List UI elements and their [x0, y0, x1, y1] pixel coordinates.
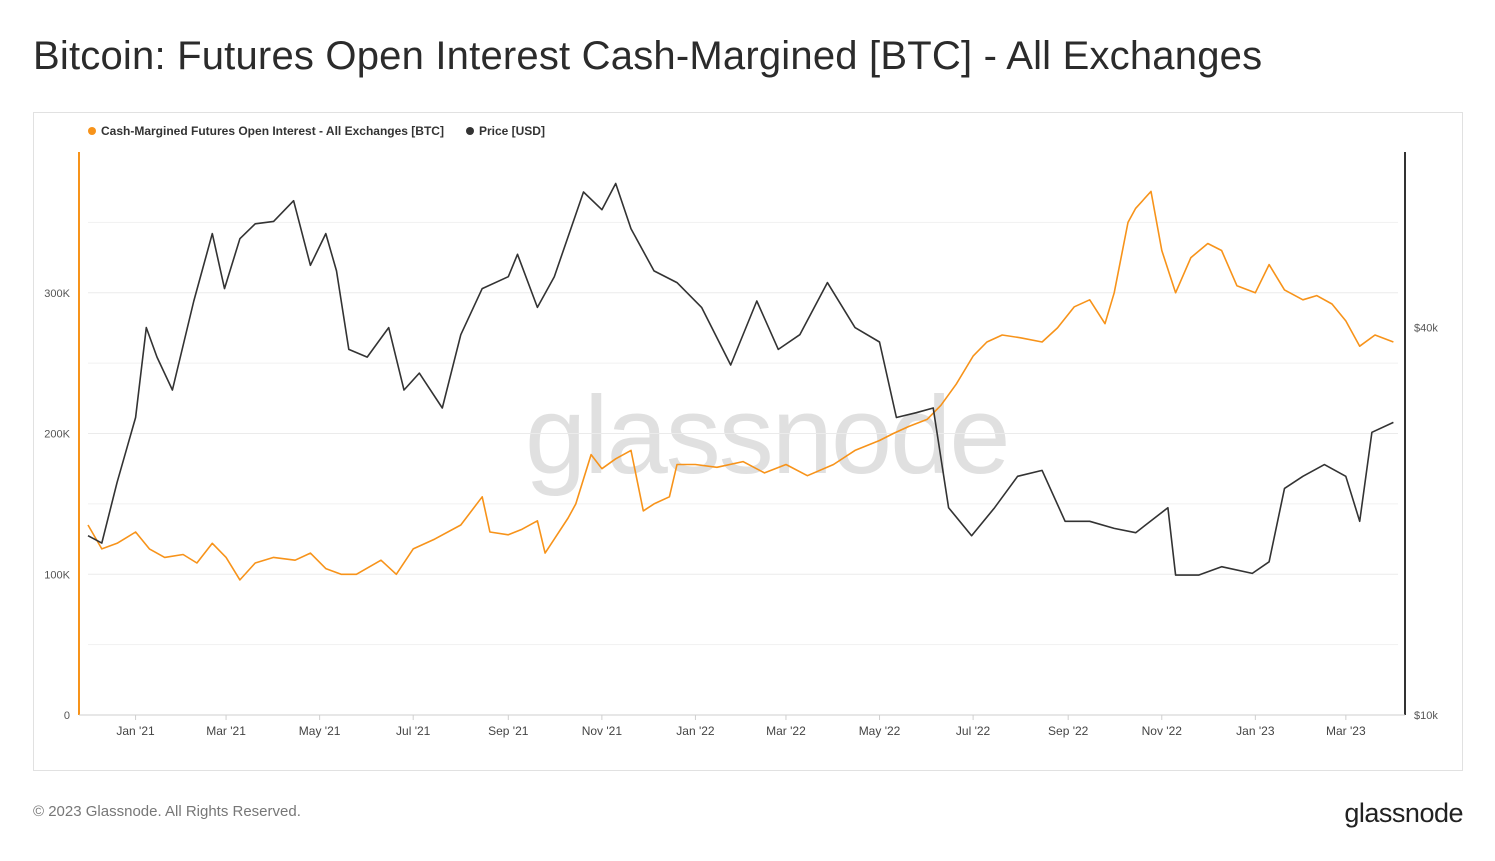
price-line	[87, 182, 1394, 576]
y-left-tick-label: 200K	[44, 429, 70, 441]
x-tick-label: Jul '22	[956, 724, 991, 738]
legend-dot-icon	[465, 127, 474, 135]
x-tick-label: Jan '22	[676, 724, 715, 738]
axis-layer: 0 100K 200K 300K $10k $40k Jan '21 Mar '21 May '…	[44, 152, 1438, 738]
x-tick-label: Mar '21	[206, 724, 246, 738]
legend-label-open-interest: Cash-Margined Futures Open Interest - Al…	[101, 124, 444, 138]
x-tick-label: May '21	[299, 724, 341, 738]
legend-dot-icon	[88, 127, 96, 135]
open-interest-line	[87, 190, 1394, 581]
grid-layer	[88, 221, 1398, 716]
x-tick-label: Sep '21	[488, 724, 529, 738]
y-left-tick-label: 0	[64, 710, 70, 722]
x-tick-label: Nov '22	[1142, 724, 1183, 738]
copyright-text: © 2023 Glassnode. All Rights Reserved.	[33, 803, 301, 820]
y-left-tick-label: 300K	[44, 288, 70, 300]
x-tick-label: Mar '22	[766, 724, 806, 738]
x-tick-label: Jan '23	[1236, 724, 1275, 738]
x-tick-label: Jul '21	[396, 724, 431, 738]
chart-legend: Cash-Margined Futures Open Interest - Al…	[88, 124, 545, 138]
x-tick-label: Nov '21	[582, 724, 623, 738]
x-tick-label: May '22	[859, 724, 901, 738]
legend-label-price: Price [USD]	[478, 124, 545, 138]
y-right-tick-label: $10k	[1414, 710, 1438, 722]
x-tick-label: Mar '23	[1326, 724, 1366, 738]
y-left-tick-label: 100K	[44, 569, 70, 581]
x-tick-label: Sep '22	[1048, 724, 1089, 738]
legend-item-price[interactable]: Price [USD]	[465, 124, 545, 138]
y-right-tick-label: $40k	[1414, 323, 1438, 335]
chart-title: Bitcoin: Futures Open Interest Cash-Marg…	[33, 34, 1263, 78]
series-layer	[87, 182, 1394, 581]
x-tick-label: Jan '21	[116, 724, 155, 738]
chart-panel	[33, 112, 1463, 771]
legend-item-open-interest[interactable]: Cash-Margined Futures Open Interest - Al…	[88, 124, 444, 138]
glassnode-logo[interactable]: glassnode	[1344, 798, 1463, 828]
